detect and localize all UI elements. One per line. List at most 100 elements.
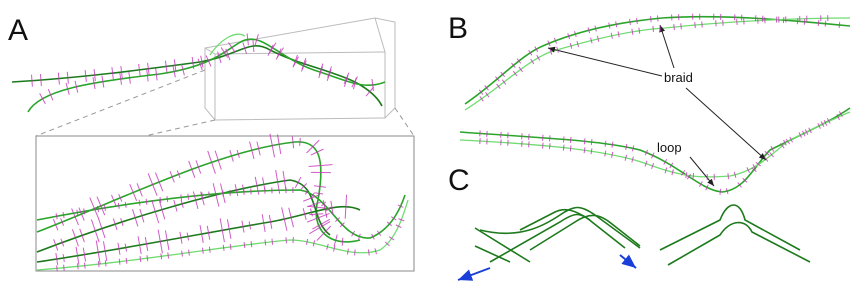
link (63, 212, 64, 218)
link (625, 155, 626, 161)
link (94, 69, 95, 81)
arrow (548, 48, 662, 76)
link (672, 169, 673, 175)
link (247, 33, 248, 45)
link (584, 138, 585, 144)
link (147, 70, 148, 82)
link (118, 203, 119, 209)
link (97, 197, 105, 215)
link (63, 254, 64, 262)
link (223, 245, 224, 251)
link (156, 68, 157, 80)
link (139, 200, 140, 206)
link (818, 20, 819, 26)
arrow (686, 88, 766, 160)
link (78, 263, 79, 269)
link (57, 265, 58, 271)
link (315, 193, 323, 194)
panel-label: A (8, 14, 28, 47)
link (77, 210, 78, 216)
link (804, 19, 805, 25)
link (40, 93, 46, 104)
link (300, 138, 301, 146)
link (693, 173, 694, 179)
figure: A B braid loop C (0, 0, 852, 291)
link (347, 249, 348, 255)
link (681, 23, 682, 29)
link (591, 148, 592, 154)
link (209, 247, 210, 253)
link (188, 194, 189, 200)
link (167, 196, 168, 202)
link (56, 213, 57, 219)
link (208, 151, 216, 174)
link (720, 189, 721, 195)
link (286, 237, 287, 243)
annotation: loop (657, 140, 682, 155)
link (612, 152, 613, 158)
link (686, 172, 687, 178)
link (616, 21, 617, 27)
link (605, 151, 606, 157)
link (591, 139, 592, 145)
link (549, 143, 550, 149)
link (630, 19, 631, 25)
link (126, 258, 127, 264)
link (563, 145, 564, 151)
panel-c (458, 205, 810, 280)
link (612, 142, 613, 148)
link (112, 67, 113, 79)
link (650, 16, 651, 22)
link (657, 15, 658, 21)
link (104, 205, 105, 211)
annotation: braid (664, 70, 693, 85)
link (825, 21, 826, 27)
link (605, 141, 606, 147)
link (147, 255, 148, 261)
link (125, 202, 126, 208)
link (639, 28, 640, 34)
link (591, 38, 592, 44)
link (253, 40, 254, 52)
link (597, 36, 598, 42)
link (58, 73, 59, 85)
link (130, 184, 137, 201)
link (626, 144, 627, 150)
link (314, 186, 326, 187)
arrow (660, 25, 674, 68)
link (105, 260, 106, 266)
link (595, 26, 596, 32)
link (202, 248, 203, 254)
link (611, 33, 612, 39)
link (632, 29, 633, 35)
link (189, 250, 190, 256)
link (584, 147, 585, 153)
link (368, 249, 369, 255)
link (85, 70, 86, 82)
link (292, 136, 293, 148)
link (84, 263, 85, 269)
link (244, 242, 245, 248)
link (64, 265, 65, 271)
link (121, 66, 122, 78)
link (312, 219, 330, 229)
link (119, 259, 120, 265)
link (146, 199, 147, 205)
panel-label: C (448, 164, 470, 197)
link (209, 192, 210, 198)
link (182, 251, 183, 257)
link (313, 240, 314, 246)
link (202, 192, 203, 198)
link (632, 145, 633, 151)
panel-label: B (448, 12, 468, 45)
link (249, 221, 250, 229)
link (839, 22, 840, 28)
link (342, 238, 343, 246)
link (345, 195, 346, 219)
link (40, 74, 41, 86)
link (168, 252, 169, 258)
link (609, 23, 610, 29)
link (618, 31, 619, 37)
link (148, 173, 157, 195)
link (389, 237, 394, 240)
